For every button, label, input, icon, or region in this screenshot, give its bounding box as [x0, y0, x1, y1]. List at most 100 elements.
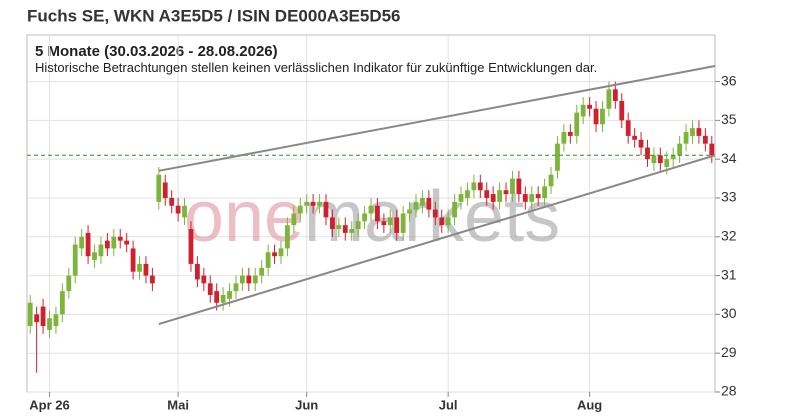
- candle-body: [394, 217, 400, 233]
- candle-body: [92, 252, 97, 261]
- x-tick-label: Mai: [167, 397, 189, 412]
- candle-body: [600, 108, 605, 125]
- candle-body: [137, 263, 142, 272]
- y-tick-label: 35: [721, 111, 737, 127]
- candle-body: [124, 240, 130, 245]
- trend-line: [158, 65, 716, 172]
- chart-title: Fuchs SE, WKN A3E5D5 / ISIN DE000A3E5D56: [27, 6, 401, 25]
- y-tick-label: 31: [721, 266, 737, 282]
- candle-body: [246, 275, 252, 284]
- candle-body: [702, 135, 708, 144]
- candle-body: [638, 139, 644, 148]
- candle-body: [323, 201, 329, 218]
- candle-body: [72, 244, 78, 276]
- candle-body: [40, 306, 46, 327]
- candle-body: [606, 89, 612, 109]
- watermark-text: onemarkets: [184, 177, 560, 257]
- candle-body: [690, 128, 695, 136]
- candle-body: [484, 190, 490, 198]
- candle-body: [233, 283, 239, 292]
- candle-body: [34, 314, 40, 323]
- candle-body: [252, 275, 258, 284]
- watermark-part: one: [184, 177, 304, 257]
- candle-body: [272, 252, 277, 257]
- subtitle: 5 Monate (30.03.2026 - 28.08.2026): [35, 43, 278, 60]
- candle-body: [265, 252, 271, 268]
- candle-body: [522, 194, 528, 202]
- candle-body: [426, 197, 432, 210]
- candle-body: [677, 143, 683, 156]
- watermark-part: markets: [304, 177, 560, 257]
- candle-body: [349, 229, 355, 233]
- x-tick-label: Jul: [439, 397, 458, 412]
- candle-body: [220, 294, 226, 303]
- candle-body: [561, 132, 567, 144]
- candle-body: [497, 190, 502, 202]
- candle-body: [651, 155, 657, 164]
- trend-line: [158, 154, 716, 326]
- candle-body: [285, 225, 290, 249]
- candle-body: [104, 240, 110, 249]
- x-tick-label: Aug: [577, 397, 602, 412]
- candle-body: [696, 128, 702, 136]
- candle-body: [66, 275, 72, 292]
- candle-body: [375, 205, 380, 222]
- candle-body: [227, 291, 232, 299]
- candle-body: [432, 209, 438, 218]
- candle-body: [400, 213, 406, 233]
- y-tick-label: 30: [721, 305, 737, 321]
- candle-body: [130, 248, 136, 272]
- candle-body: [465, 190, 470, 198]
- y-tick-label: 28: [721, 383, 737, 399]
- candle-body: [445, 217, 451, 226]
- candle-body: [439, 217, 445, 226]
- candle-body: [188, 229, 194, 264]
- candle-body: [381, 221, 387, 226]
- candle-body: [535, 194, 541, 198]
- y-tick-label: 32: [721, 227, 737, 243]
- disclaimer: Historische Betrachtungen stellen keinen…: [35, 60, 598, 75]
- candle-body: [278, 248, 284, 257]
- candle-body: [259, 267, 265, 276]
- candle-body: [79, 236, 85, 249]
- candle-body: [670, 155, 676, 160]
- candle-body: [362, 213, 367, 222]
- candle-body: [709, 143, 715, 156]
- candle-body: [297, 205, 303, 214]
- candle-body: [542, 186, 548, 198]
- candle-body: [413, 201, 419, 210]
- candle-body: [98, 244, 104, 257]
- candle-body: [619, 100, 625, 121]
- y-tick-label: 36: [721, 72, 737, 88]
- candle-body: [510, 178, 515, 195]
- candle-body: [664, 159, 670, 167]
- candle-body: [471, 182, 477, 191]
- candle-body: [169, 197, 175, 206]
- candle-body: [407, 209, 412, 214]
- candle-body: [336, 225, 342, 230]
- candle-body: [355, 221, 361, 230]
- y-tick-label: 34: [721, 150, 737, 166]
- y-tick-label: 33: [721, 189, 737, 205]
- candle-body: [458, 194, 464, 202]
- candle-body: [304, 201, 310, 206]
- candle-body: [516, 178, 522, 195]
- candle-body: [175, 205, 181, 214]
- candle-body: [503, 190, 509, 195]
- candle-body: [387, 217, 393, 226]
- candle-body: [59, 291, 65, 315]
- candle-body: [645, 147, 650, 160]
- x-tick-label: Jun: [295, 397, 318, 412]
- candle-body: [214, 291, 220, 303]
- candle-body: [111, 236, 117, 249]
- candle-body: [53, 314, 59, 327]
- candle-body: [149, 275, 155, 284]
- candle-body: [587, 104, 593, 109]
- candle-body: [117, 236, 123, 241]
- candle-body: [143, 263, 149, 276]
- candle-body: [490, 194, 496, 202]
- candle-body: [317, 201, 322, 206]
- candle-body: [420, 197, 425, 206]
